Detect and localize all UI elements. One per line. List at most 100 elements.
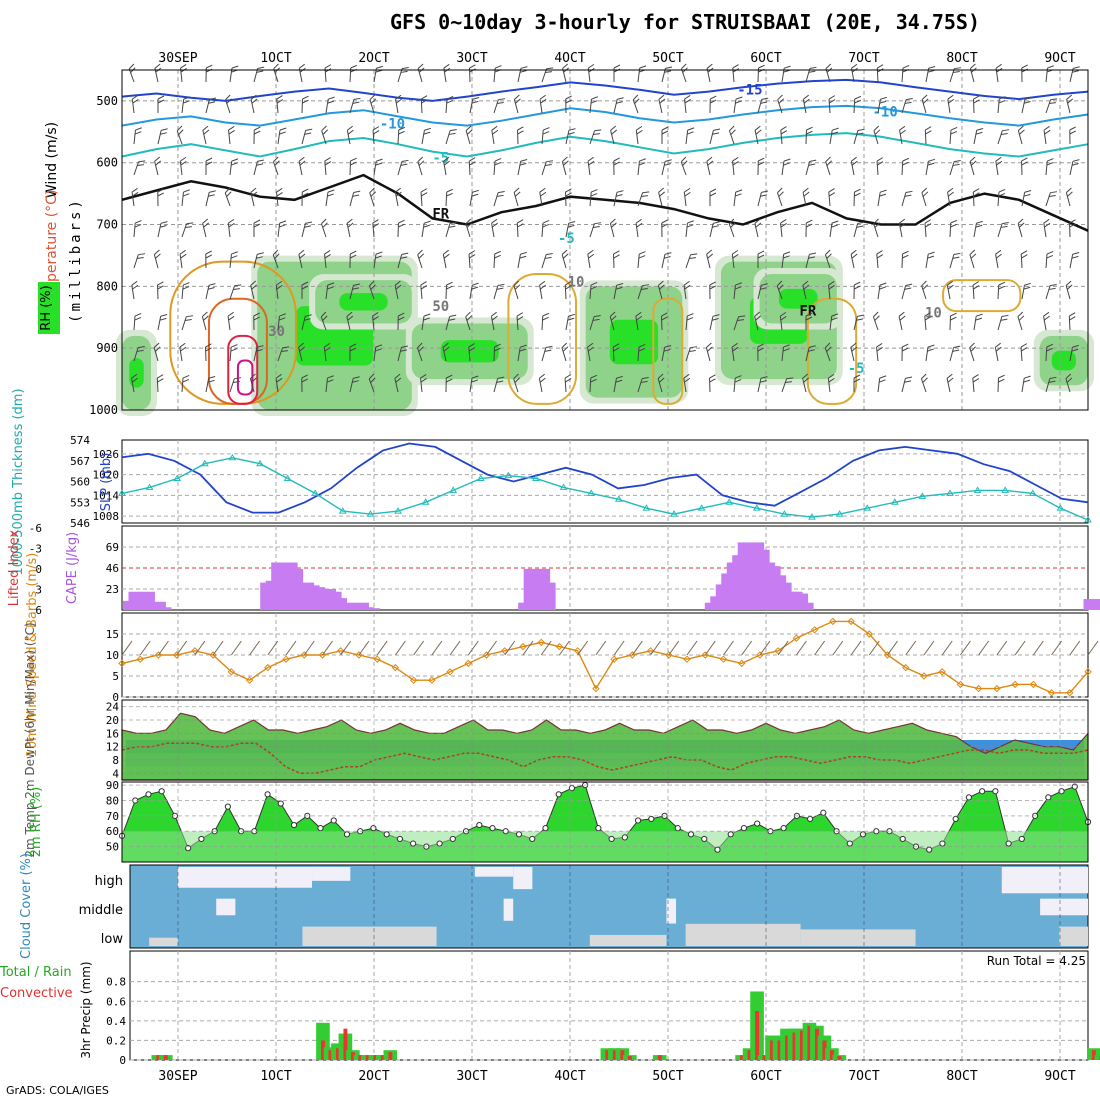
barb-flag bbox=[205, 347, 212, 352]
barb-flag bbox=[590, 285, 598, 290]
barb-flag bbox=[448, 132, 456, 135]
precip-legend-total: Total / Rain bbox=[0, 965, 72, 980]
barb-staff bbox=[227, 223, 231, 238]
barb-flag bbox=[902, 157, 910, 162]
barb-flag bbox=[398, 223, 405, 228]
barb-staff bbox=[947, 192, 951, 207]
barb-flag bbox=[228, 126, 235, 131]
barb-flag bbox=[520, 66, 528, 69]
barb-staff bbox=[1021, 99, 1026, 114]
barb-flag bbox=[178, 129, 184, 135]
wind-barb bbox=[921, 187, 929, 207]
barb-flag bbox=[369, 94, 376, 100]
wind-barb bbox=[565, 313, 576, 331]
barb-flag bbox=[899, 125, 906, 131]
rh-marker bbox=[515, 831, 523, 838]
wind-barb bbox=[205, 97, 217, 114]
barb-staff bbox=[179, 254, 183, 269]
wind-barb bbox=[733, 375, 742, 393]
wind-barb bbox=[373, 251, 383, 269]
barb-staff bbox=[417, 161, 423, 176]
wind-barb bbox=[1021, 189, 1032, 207]
barb-flag bbox=[925, 223, 932, 228]
barb-flag bbox=[1024, 189, 1032, 193]
wind-barb bbox=[757, 250, 765, 268]
barb-flag bbox=[636, 129, 643, 135]
barb-flag bbox=[491, 222, 498, 228]
barb-flag bbox=[519, 70, 527, 73]
date-label-bottom: 3OCT bbox=[456, 1069, 487, 1084]
barb-flag bbox=[922, 284, 929, 290]
wind-barb bbox=[994, 342, 1002, 362]
wind-barb bbox=[754, 218, 762, 238]
barb-flag bbox=[395, 187, 401, 193]
cloud-high-fill bbox=[1001, 867, 1088, 894]
rh-marker bbox=[396, 835, 403, 843]
barb-flag bbox=[947, 280, 953, 286]
wind-barb bbox=[949, 312, 957, 331]
wind-barb bbox=[899, 125, 906, 145]
barb-flag bbox=[876, 347, 883, 352]
barb-flag bbox=[539, 377, 546, 383]
wind-barb bbox=[872, 311, 880, 331]
barb-staff bbox=[397, 129, 400, 145]
wind-barb bbox=[325, 189, 335, 207]
surface-wind-barb bbox=[996, 640, 1008, 656]
barb-staff bbox=[731, 254, 735, 269]
barb-flag bbox=[782, 348, 790, 352]
wind-speed-marker bbox=[318, 651, 327, 659]
barb-flag bbox=[471, 286, 479, 290]
barb-flag bbox=[234, 284, 242, 287]
barb-staff bbox=[901, 378, 906, 393]
wind-barb bbox=[1021, 375, 1031, 393]
barb-flag bbox=[228, 130, 235, 135]
barb-flag bbox=[153, 342, 160, 348]
cape-tick-label: 46 bbox=[106, 562, 119, 575]
barb-staff bbox=[924, 316, 927, 331]
barb-flag bbox=[544, 256, 552, 259]
surface-wind-barb bbox=[121, 640, 133, 656]
barb-staff bbox=[829, 130, 833, 145]
barb-flag bbox=[854, 95, 862, 100]
barb-staff bbox=[827, 378, 831, 393]
barb-flag bbox=[808, 70, 816, 73]
barb-staff bbox=[824, 254, 831, 269]
barb-flag bbox=[928, 158, 936, 162]
barb-flag bbox=[706, 63, 713, 69]
barb-flag bbox=[182, 193, 190, 197]
rh-marker bbox=[555, 791, 562, 798]
surface-wind-barb bbox=[577, 640, 589, 656]
barb-flag bbox=[567, 317, 575, 321]
rh-marker bbox=[634, 817, 642, 824]
barb-flag bbox=[395, 98, 402, 104]
barb-flag bbox=[803, 191, 810, 197]
wind-barb bbox=[754, 125, 762, 145]
barb-flag bbox=[1001, 132, 1008, 135]
barb-flag bbox=[758, 157, 765, 162]
wind-barb bbox=[728, 125, 736, 145]
barb-staff bbox=[683, 378, 687, 393]
barb-staff bbox=[417, 68, 423, 83]
barb-flag bbox=[952, 256, 960, 259]
wind-barb bbox=[683, 280, 691, 300]
wind-barb bbox=[205, 250, 213, 269]
barb-flag bbox=[828, 192, 836, 197]
temp-axis-label: 2m Temp 2m DewPt (6hr Min/Max) (°C) bbox=[23, 622, 37, 857]
barb-flag bbox=[346, 311, 353, 317]
barb-flag bbox=[257, 252, 264, 255]
wind-speed-marker bbox=[118, 659, 126, 668]
barb-staff bbox=[346, 316, 351, 331]
cloud-low-fill bbox=[1059, 926, 1088, 946]
wind-barb bbox=[301, 95, 309, 114]
wind-barb bbox=[253, 345, 264, 362]
thickness-marker bbox=[476, 474, 485, 482]
barb-staff bbox=[609, 316, 615, 331]
wind-barb bbox=[176, 125, 184, 145]
barb-flag bbox=[706, 249, 713, 255]
barb-staff bbox=[1065, 378, 1071, 393]
wind-barb bbox=[156, 374, 164, 393]
rh-marker bbox=[952, 815, 959, 823]
barb-staff bbox=[325, 99, 329, 114]
wind-barb bbox=[683, 187, 691, 207]
barb-flag bbox=[157, 95, 165, 100]
